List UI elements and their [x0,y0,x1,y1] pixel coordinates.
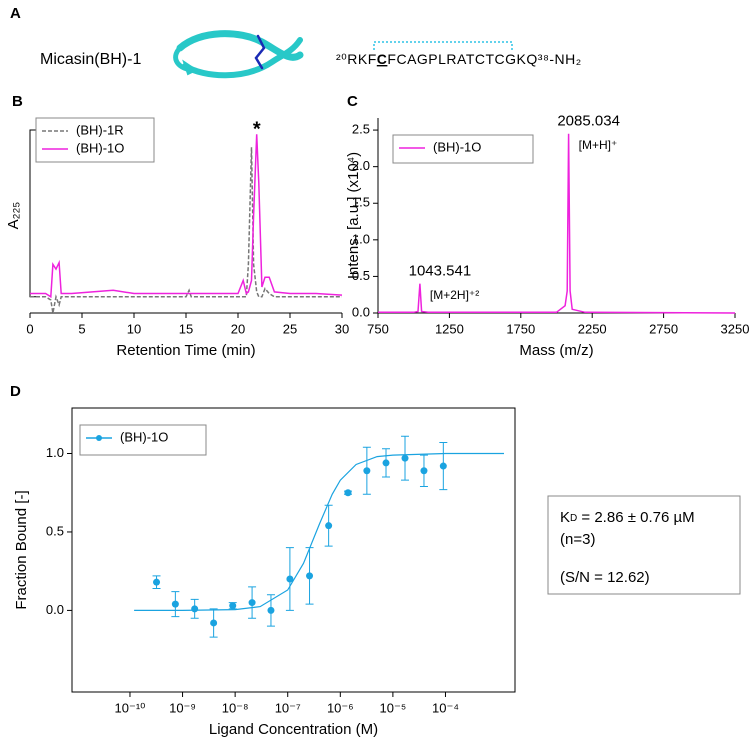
legend-label: (BH)-1O [433,139,481,154]
sequence-part: ³⁸ [538,51,550,67]
x-tick-label: 750 [367,321,389,336]
y-tick-label: 1.5 [352,195,370,210]
panel-label: D [10,383,21,400]
x-tick-label: 10⁻⁴ [432,700,459,715]
sequence-part: -NH₂ [549,51,581,67]
x-tick-label: 10 [127,321,141,336]
y-axis-title-part: ₂₂₅ [5,202,22,220]
data-point [229,602,237,610]
peak-ion: [M+H]⁺ [579,138,618,152]
x-tick-label: 1250 [435,321,464,336]
data-point [267,606,275,614]
note-line: (S/N = 12.62) [560,569,650,586]
x-tick-label: 15 [179,321,193,336]
plot-frame [71,407,516,693]
x-tick-label: 10⁻⁸ [222,700,249,715]
y-tick-label: 2.0 [352,158,370,173]
y-tick-label: 2.5 [352,122,370,137]
data-point [306,572,314,580]
x-tick-label: 0 [26,321,33,336]
peak-marker: * [253,119,261,141]
x-tick-label: 10⁻⁹ [169,700,196,715]
x-tick-label: 10⁻⁷ [275,700,301,715]
y-tick-label: 1.0 [46,445,64,460]
peak-mass: 1043.541 [409,263,472,280]
disulfide-bracket [373,41,513,50]
data-point [325,522,333,530]
data-line [378,133,736,314]
data-point [363,467,371,475]
panel-label: B [12,93,23,110]
x-axis-title: Retention Time (min) [116,342,255,359]
legend-box [35,117,155,163]
data-line [30,134,343,299]
x-tick-label: 30 [335,321,349,336]
sequence: ²⁰RKFCFCAGPLRATCTCGKQ³⁸-NH₂ [336,51,582,67]
x-tick-label: 1750 [506,321,535,336]
x-tick-label: 10⁻¹⁰ [115,700,146,715]
sequence-part: C [377,51,388,67]
x-tick-label: 2250 [578,321,607,336]
data-point [191,605,199,613]
data-point [210,619,218,627]
peptide-name: Micasin(BH)-1 [40,51,141,68]
y-bracket [29,129,36,298]
data-point [248,599,256,607]
data-point [382,459,390,467]
y-tick-label: 0.0 [46,602,64,617]
legend-label: (BH)-1O [76,140,124,155]
x-tick-label: 2750 [649,321,678,336]
note-part: K [560,509,570,526]
legend-label: (BH)-1R [76,122,124,137]
x-tick-label: 10⁻⁵ [380,700,407,715]
peak-ion: [M+2H]⁺² [430,288,479,302]
data-point [286,575,294,583]
data-line [30,147,342,314]
y-axis-title: Intens. [a.u.] (x10⁴) [345,152,362,279]
data-point [344,489,352,497]
peak-mass: 2085.034 [557,113,620,130]
sequence-part: FCAGPLRATCTCGKQ [387,51,537,67]
x-tick-label: 20 [231,321,245,336]
note-line: KD = 2.86 ± 0.76 µM [560,509,695,526]
y-tick-label: 0.5 [352,268,370,283]
note-part: (n=3) [560,531,595,548]
y-axis-title: Fraction Bound [-] [13,490,30,609]
data-point [420,467,428,475]
y-axis-title-part: A [5,219,22,229]
panel-label: A [10,5,21,22]
panel-label: C [347,93,358,110]
note-part: = 2.86 ± 0.76 µM [577,509,694,526]
structure-icon [173,30,304,79]
sequence-part: ²⁰RKF [336,51,377,67]
data-point [401,454,409,462]
y-tick-label: 1.0 [352,231,370,246]
legend-label: (BH)-1O [120,429,168,444]
x-tick-label: 3250 [721,321,750,336]
data-point [153,578,161,586]
x-tick-label: 5 [78,321,85,336]
y-axis-title: A₂₂₅ [5,202,22,230]
note-box [547,495,741,595]
note-part: D [570,513,577,524]
fit-line [134,452,504,611]
data-point [171,600,179,608]
legend-marker [96,435,102,441]
x-tick-label: 10⁻⁶ [327,700,354,715]
note-part: (S/N = 12.62) [560,569,650,586]
x-tick-label: 25 [283,321,297,336]
x-axis-title: Mass (m/z) [519,342,593,359]
data-point [439,462,447,470]
y-axis-title-part: Fraction Bound [-] [13,490,30,609]
plots: B 0 5 10 15 20 25 30 Retention Time (min) A₂₂₅ (BH… [5,93,749,738]
x-axis-title: Ligand Concentration (M) [209,721,378,738]
legend-box [392,134,534,164]
note-line: (n=3) [560,531,595,548]
y-tick-label: 0.5 [46,523,64,538]
y-axis-title-part: Intens. [a.u.] (x10⁴) [345,152,362,279]
y-tick-label: 0.0 [352,304,370,319]
